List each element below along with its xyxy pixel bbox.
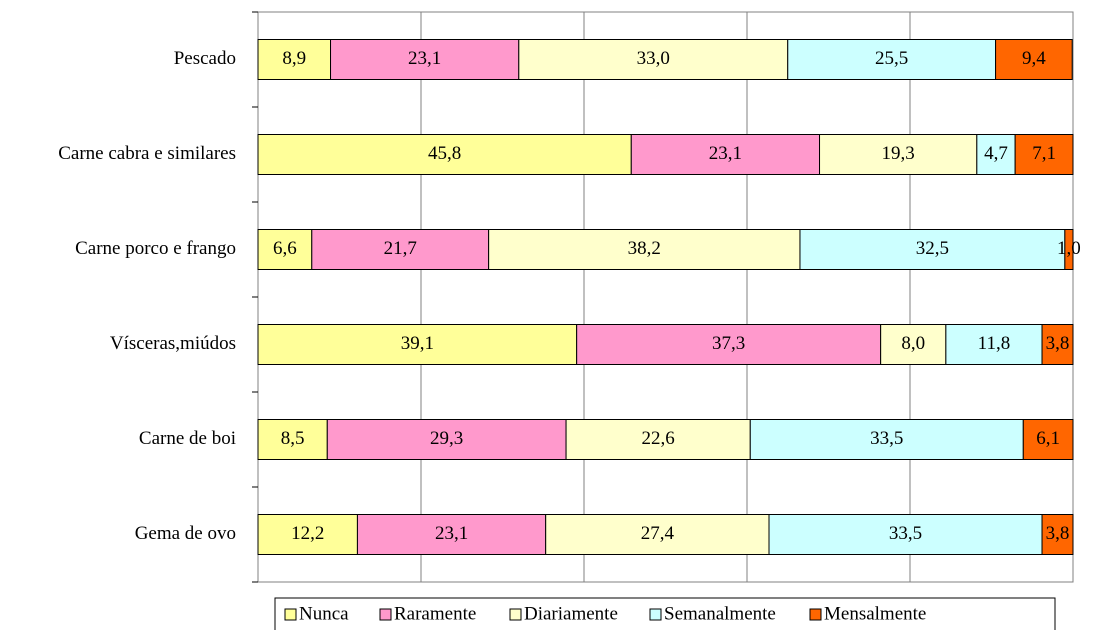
bar-segment [799, 229, 1066, 270]
bar-segment [1041, 324, 1074, 365]
data-label: 9,4 [1022, 48, 1046, 69]
data-label: 7,1 [1032, 143, 1056, 164]
y-tick-label: Carne porco e frango [75, 238, 236, 259]
bar-segment [1022, 419, 1074, 460]
legend-swatch [649, 608, 662, 621]
data-label: 23,1 [408, 48, 441, 69]
legend-box [274, 597, 1056, 630]
bar-segment [330, 39, 520, 80]
legend-swatch [284, 608, 297, 621]
legend-label: Diariamente [524, 603, 618, 624]
legend-label: Nunca [299, 603, 349, 624]
y-tick-label: Vísceras,miúdos [110, 333, 236, 354]
legend-label: Semanalmente [664, 603, 776, 624]
data-label: 45,8 [428, 143, 461, 164]
y-tick-label: Gema de ovo [135, 523, 236, 544]
data-label: 6,6 [273, 238, 297, 259]
bar-segment [768, 514, 1043, 555]
data-label: 19,3 [882, 143, 915, 164]
bar-segment [257, 514, 358, 555]
data-label: 8,5 [281, 428, 305, 449]
bar-segment [518, 39, 789, 80]
data-label: 39,1 [401, 333, 434, 354]
data-label: 33,0 [637, 48, 670, 69]
bar-segment [880, 324, 947, 365]
data-label: 8,0 [901, 333, 925, 354]
y-tick-label: Pescado [174, 48, 236, 69]
bar-segment [1014, 134, 1074, 175]
bar-segment [787, 39, 997, 80]
data-label: 29,3 [430, 428, 463, 449]
data-label: 23,1 [709, 143, 742, 164]
bar-segment [257, 134, 632, 175]
bar-segment [565, 419, 751, 460]
data-label: 27,4 [641, 523, 675, 544]
bar-segment [488, 229, 801, 270]
data-label: 37,3 [712, 333, 745, 354]
data-label: 3,8 [1046, 523, 1070, 544]
data-label: 3,8 [1046, 333, 1070, 354]
data-label: 25,5 [875, 48, 908, 69]
bar-segment [819, 134, 978, 175]
bar-segment [1041, 514, 1074, 555]
data-label: 21,7 [384, 238, 417, 259]
plot-area [257, 11, 1074, 583]
data-label: 1,0 [1057, 238, 1081, 259]
data-label: 4,7 [984, 143, 1008, 164]
data-label: 12,2 [291, 523, 324, 544]
data-label: 11,8 [978, 333, 1011, 354]
bar-segment [1064, 229, 1074, 270]
bar-segment [326, 419, 567, 460]
data-label: 22,6 [642, 428, 675, 449]
bar-segment [945, 324, 1043, 365]
bar-segment [545, 514, 770, 555]
bar-segment [257, 419, 328, 460]
y-tick-label: Carne cabra e similares [58, 143, 236, 164]
data-label: 38,2 [628, 238, 661, 259]
data-label: 6,1 [1036, 428, 1060, 449]
data-label: 33,5 [870, 428, 903, 449]
y-tick-label: Carne de boi [139, 428, 236, 449]
legend-swatch [509, 608, 522, 621]
bar-segment [311, 229, 490, 270]
legend-swatch [809, 608, 822, 621]
legend-label: Raramente [394, 603, 476, 624]
bar-segment [749, 419, 1024, 460]
data-label: 33,5 [889, 523, 922, 544]
bar-segment [257, 324, 578, 365]
data-label: 8,9 [282, 48, 306, 69]
data-label: 32,5 [916, 238, 949, 259]
bar-segment [995, 39, 1073, 80]
data-label: 23,1 [435, 523, 468, 544]
legend-swatch [379, 608, 392, 621]
legend-label: Mensalmente [824, 603, 926, 624]
bar-segment [576, 324, 882, 365]
